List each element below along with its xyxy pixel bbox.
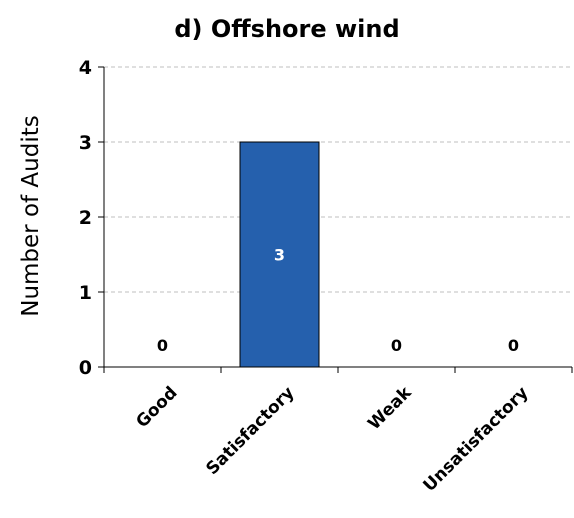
- chart-title: d) Offshore wind: [174, 15, 399, 43]
- gridlines: [104, 66, 572, 293]
- x-tick-label: Weak: [364, 382, 416, 434]
- axes: [98, 66, 573, 373]
- bar-satisfactory: [239, 141, 320, 368]
- y-tick-label: 2: [79, 207, 92, 229]
- x-tick-label: Good: [132, 383, 181, 432]
- y-axis-label: Number of Audits: [18, 115, 44, 317]
- y-tick-labels: 0 1 2 3 4: [79, 57, 92, 379]
- data-label: 0: [391, 336, 402, 355]
- x-tick-label: Satisfactory: [202, 383, 298, 479]
- data-label: 0: [157, 336, 168, 355]
- x-tick-label: Unsatisfactory: [420, 383, 533, 496]
- y-tick-label: 3: [79, 132, 92, 154]
- data-label: 3: [274, 246, 285, 265]
- y-tick-label: 0: [79, 357, 92, 379]
- bars: [239, 141, 320, 368]
- data-labels: 0 3 0 0: [157, 246, 519, 356]
- y-tick-label: 4: [79, 57, 92, 79]
- x-tick-labels: Good Satisfactory Weak Unsatisfactory: [132, 382, 532, 495]
- y-tick-label: 1: [79, 282, 92, 304]
- data-label: 0: [508, 336, 519, 355]
